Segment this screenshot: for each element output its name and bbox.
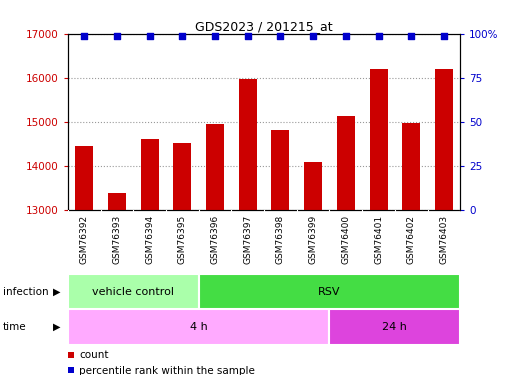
Bar bbox=[174, 143, 191, 375]
Text: GSM76394: GSM76394 bbox=[145, 215, 154, 264]
Point bbox=[80, 33, 88, 39]
Point bbox=[374, 33, 383, 39]
Text: GSM76392: GSM76392 bbox=[80, 215, 89, 264]
Text: GSM76393: GSM76393 bbox=[112, 215, 121, 264]
Point bbox=[178, 33, 187, 39]
Text: GSM76398: GSM76398 bbox=[276, 215, 285, 264]
Point bbox=[145, 33, 154, 39]
Text: percentile rank within the sample: percentile rank within the sample bbox=[79, 366, 255, 375]
Text: 4 h: 4 h bbox=[190, 322, 208, 332]
Text: GSM76402: GSM76402 bbox=[407, 215, 416, 264]
Bar bbox=[199, 274, 460, 309]
Point bbox=[244, 33, 252, 39]
Bar bbox=[68, 274, 199, 309]
Point bbox=[407, 33, 415, 39]
Point bbox=[276, 33, 285, 39]
Text: GSM76395: GSM76395 bbox=[178, 215, 187, 264]
Bar bbox=[271, 130, 289, 375]
Bar bbox=[370, 69, 388, 375]
Bar bbox=[435, 69, 453, 375]
Point bbox=[309, 33, 317, 39]
Point bbox=[113, 33, 121, 39]
Text: GSM76401: GSM76401 bbox=[374, 215, 383, 264]
Point bbox=[440, 33, 448, 39]
Text: ▶: ▶ bbox=[53, 286, 60, 297]
Text: GSM76399: GSM76399 bbox=[309, 215, 317, 264]
Text: GSM76403: GSM76403 bbox=[439, 215, 448, 264]
Text: 24 h: 24 h bbox=[382, 322, 407, 332]
Bar bbox=[329, 309, 460, 345]
Bar bbox=[206, 124, 224, 375]
Text: time: time bbox=[3, 322, 26, 332]
Bar bbox=[68, 309, 329, 345]
Text: vehicle control: vehicle control bbox=[93, 286, 174, 297]
Bar bbox=[108, 193, 126, 375]
Point bbox=[342, 33, 350, 39]
Text: RSV: RSV bbox=[318, 286, 341, 297]
Text: infection: infection bbox=[3, 286, 48, 297]
Bar bbox=[75, 146, 93, 375]
Text: count: count bbox=[79, 351, 109, 360]
Title: GDS2023 / 201215_at: GDS2023 / 201215_at bbox=[195, 20, 333, 33]
Text: GSM76396: GSM76396 bbox=[211, 215, 220, 264]
Bar bbox=[141, 139, 158, 375]
Text: ▶: ▶ bbox=[53, 322, 60, 332]
Bar bbox=[304, 162, 322, 375]
Bar bbox=[337, 116, 355, 375]
Point bbox=[211, 33, 219, 39]
Text: GSM76397: GSM76397 bbox=[243, 215, 252, 264]
Text: GSM76400: GSM76400 bbox=[342, 215, 350, 264]
Bar bbox=[402, 123, 420, 375]
Bar bbox=[239, 79, 257, 375]
